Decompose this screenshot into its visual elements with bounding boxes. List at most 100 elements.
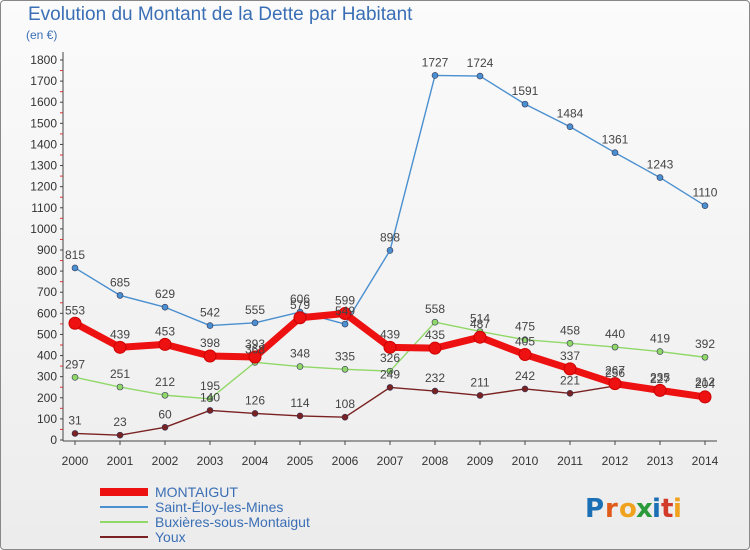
data-label: 435 bbox=[425, 328, 445, 342]
y-tick-label: 200 bbox=[37, 391, 57, 405]
y-tick-label: 1100 bbox=[31, 201, 57, 215]
data-point bbox=[611, 149, 619, 156]
data-point bbox=[521, 100, 529, 108]
series-group bbox=[68, 72, 712, 439]
data-label: 392 bbox=[695, 337, 715, 351]
data-point bbox=[296, 412, 304, 420]
legend-label: MONTAIGUT bbox=[155, 484, 238, 500]
data-label: 542 bbox=[200, 306, 220, 320]
data-label: 685 bbox=[110, 275, 130, 289]
data-point bbox=[431, 72, 439, 79]
data-point bbox=[521, 336, 529, 344]
data-label: 211 bbox=[470, 375, 489, 389]
data-point bbox=[701, 353, 709, 361]
y-tick-label: 1400 bbox=[30, 137, 57, 151]
data-point bbox=[158, 337, 172, 351]
data-point bbox=[116, 383, 124, 391]
data-label: 475 bbox=[515, 320, 535, 334]
y-tick-label: 600 bbox=[37, 306, 57, 320]
data-point bbox=[71, 430, 79, 437]
logo-letter: r bbox=[605, 494, 618, 524]
data-point bbox=[161, 391, 169, 399]
data-point bbox=[341, 413, 349, 421]
data-point bbox=[608, 377, 622, 391]
data-label: 368 bbox=[245, 342, 265, 356]
y-tick-label: 1300 bbox=[30, 159, 57, 173]
data-point bbox=[518, 348, 532, 361]
logo-letter: o bbox=[619, 494, 637, 524]
data-label: 458 bbox=[560, 323, 580, 337]
data-point bbox=[116, 292, 124, 299]
data-label: 195 bbox=[200, 379, 220, 393]
data-point bbox=[566, 123, 574, 131]
data-point bbox=[161, 303, 169, 311]
data-label: 606 bbox=[290, 292, 310, 306]
y-tick-label: 400 bbox=[37, 349, 57, 363]
y-tick-label: 500 bbox=[37, 327, 57, 341]
data-label: 1361 bbox=[602, 133, 629, 147]
data-label: 1724 bbox=[467, 56, 494, 70]
x-tick-label: 2004 bbox=[242, 454, 269, 468]
y-tick-label: 0 bbox=[50, 433, 57, 447]
x-tick-label: 2010 bbox=[512, 454, 539, 468]
data-point bbox=[428, 341, 442, 355]
data-point bbox=[116, 431, 124, 439]
data-label: 108 bbox=[335, 397, 355, 411]
data-point bbox=[251, 319, 259, 327]
data-point bbox=[71, 264, 79, 272]
data-point bbox=[206, 395, 214, 403]
legend-label: Saint-Éloy-les-Mines bbox=[155, 499, 283, 515]
data-label: 326 bbox=[380, 351, 400, 365]
data-label: 558 bbox=[425, 302, 445, 316]
data-point bbox=[341, 320, 349, 328]
data-point bbox=[206, 407, 214, 414]
data-label: 549 bbox=[335, 304, 355, 318]
data-point bbox=[296, 363, 304, 370]
data-label: 140 bbox=[200, 390, 220, 404]
data-label: 249 bbox=[380, 367, 400, 381]
x-tick-label: 2011 bbox=[557, 454, 583, 468]
data-label: 251 bbox=[110, 367, 130, 381]
data-point bbox=[383, 340, 397, 354]
legend-label: Youx bbox=[155, 529, 186, 545]
data-label: 579 bbox=[290, 298, 310, 312]
x-tick-label: 2005 bbox=[287, 454, 314, 468]
legend-label: Buxières-sous-Montaigut bbox=[155, 514, 310, 530]
data-label: 31 bbox=[68, 413, 82, 427]
data-point bbox=[701, 202, 709, 209]
data-point bbox=[563, 362, 577, 376]
data-label: 629 bbox=[155, 287, 175, 301]
y-tick-label: 300 bbox=[37, 370, 57, 384]
data-label: 398 bbox=[200, 336, 220, 350]
data-point bbox=[161, 424, 169, 431]
data-label: 114 bbox=[290, 396, 309, 410]
data-label: 60 bbox=[158, 407, 172, 421]
data-point bbox=[656, 174, 664, 181]
x-tick-label: 2006 bbox=[332, 454, 359, 468]
data-label: 1591 bbox=[512, 84, 539, 98]
data-point bbox=[68, 316, 82, 330]
data-label: 419 bbox=[650, 332, 670, 346]
data-point bbox=[521, 385, 529, 393]
logo-letter: P bbox=[585, 494, 604, 524]
data-point bbox=[71, 373, 79, 381]
data-point bbox=[386, 367, 394, 375]
y-tick-label: 900 bbox=[37, 243, 57, 257]
data-point bbox=[431, 387, 439, 395]
y-tick-label: 100 bbox=[37, 412, 57, 426]
logo-letter: i bbox=[652, 494, 661, 524]
logo-letter: i bbox=[673, 494, 682, 524]
axes: 0 100 200 300 400 500 600 700 800 900 1000 1100 1200… bbox=[30, 52, 719, 468]
data-point bbox=[206, 322, 214, 329]
data-point bbox=[566, 390, 574, 397]
data-point bbox=[386, 384, 394, 391]
chart-title: Evolution du Montant de la Dette par Hab… bbox=[28, 4, 413, 25]
data-point bbox=[431, 318, 439, 326]
data-point bbox=[698, 390, 712, 404]
y-tick-label: 1000 bbox=[30, 222, 57, 236]
data-label: 235 bbox=[650, 370, 670, 384]
y-tick-label: 700 bbox=[37, 285, 57, 299]
logo-letter: x bbox=[636, 494, 653, 524]
data-label: 439 bbox=[110, 327, 130, 341]
